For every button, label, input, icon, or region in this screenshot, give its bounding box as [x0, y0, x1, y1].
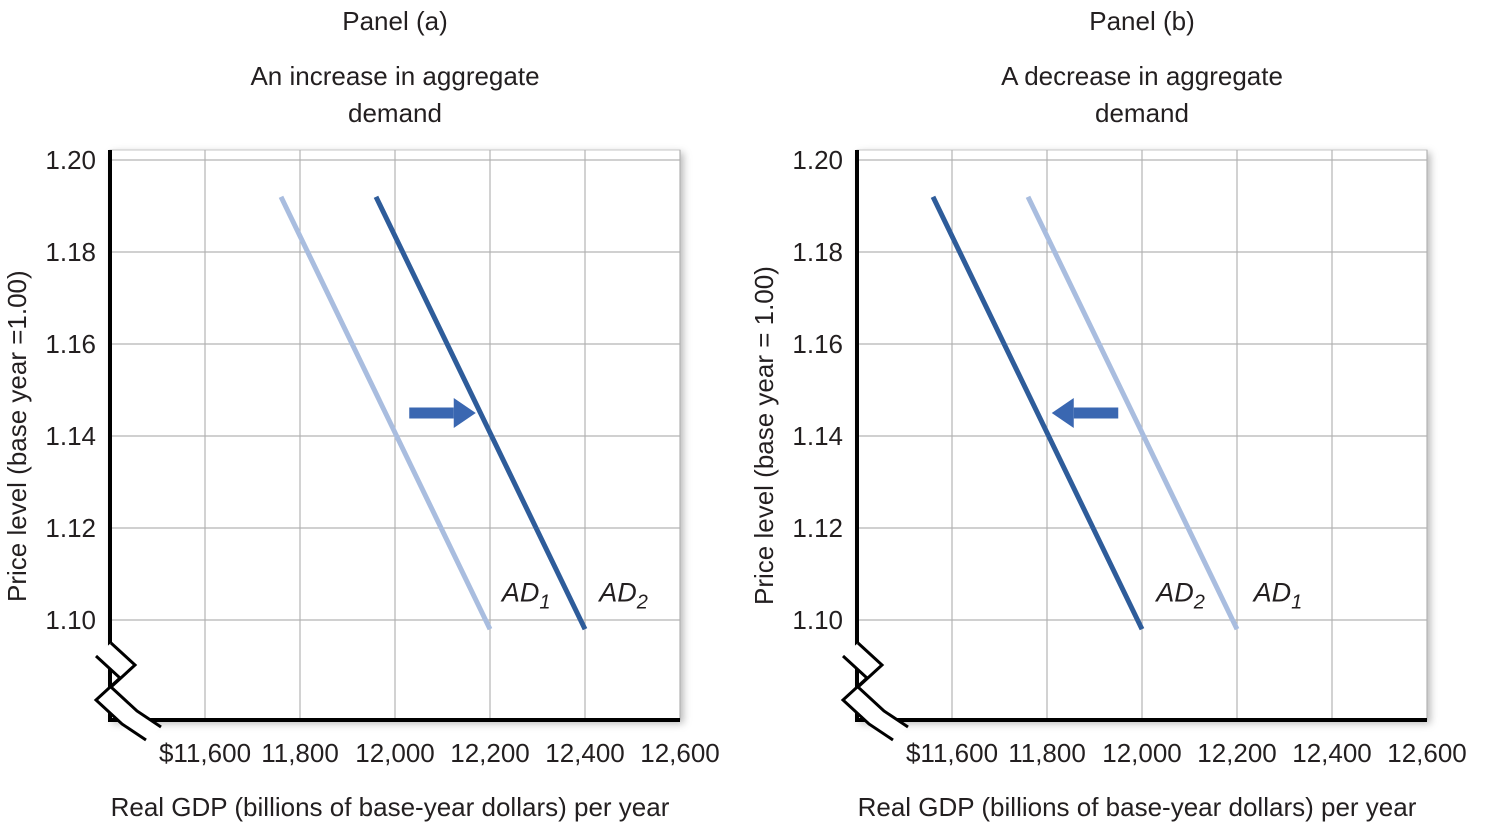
svg-text:1.16: 1.16 — [792, 329, 843, 359]
svg-text:12,400: 12,400 — [545, 738, 625, 768]
subtitle-line: A decrease in aggregate — [1001, 61, 1283, 91]
svg-text:12,200: 12,200 — [1197, 738, 1277, 768]
svg-text:1.16: 1.16 — [45, 329, 96, 359]
panel-b: Panel (b) A decrease in aggregate demand… — [747, 0, 1494, 834]
x-axis-title: Real GDP (billions of base-year dollars)… — [110, 792, 670, 822]
svg-text:1.20: 1.20 — [792, 145, 843, 175]
svg-text:12,000: 12,000 — [355, 738, 435, 768]
panel-subtitle: A decrease in aggregate demand — [857, 58, 1427, 132]
svg-text:1.10: 1.10 — [792, 605, 843, 635]
subtitle-line: demand — [348, 97, 442, 128]
x-axis-title: Real GDP (billions of base-year dollars)… — [857, 792, 1417, 822]
svg-text:1.10: 1.10 — [45, 605, 96, 635]
svg-text:12,200: 12,200 — [450, 738, 530, 768]
svg-text:$11,600: $11,600 — [159, 738, 251, 768]
svg-text:$11,600: $11,600 — [906, 738, 998, 768]
svg-text:1.12: 1.12 — [792, 513, 843, 543]
panel-a: Panel (a) An increase in aggregate deman… — [2, 6, 720, 822]
svg-text:1.18: 1.18 — [45, 237, 96, 267]
svg-text:AD2: AD2 — [597, 578, 648, 614]
panel-title: Panel (a) — [342, 6, 448, 36]
svg-text:1.14: 1.14 — [792, 421, 843, 451]
svg-text:1.12: 1.12 — [45, 513, 96, 543]
subtitle-line: An increase in aggregate — [250, 61, 540, 91]
svg-text:12,000: 12,000 — [1102, 738, 1182, 768]
svg-text:12,600: 12,600 — [640, 738, 720, 768]
subtitle-line: demand — [1095, 97, 1189, 128]
svg-text:1.14: 1.14 — [45, 421, 96, 451]
svg-text:12,600: 12,600 — [1387, 738, 1467, 768]
svg-text:11,800: 11,800 — [261, 738, 339, 768]
panel-subtitle: An increase in aggregate demand — [110, 58, 680, 132]
svg-text:1.20: 1.20 — [45, 145, 96, 175]
svg-text:11,800: 11,800 — [1008, 738, 1086, 768]
svg-text:12,400: 12,400 — [1292, 738, 1372, 768]
svg-text:1.18: 1.18 — [792, 237, 843, 267]
panel-title: Panel (b) — [1089, 6, 1195, 36]
